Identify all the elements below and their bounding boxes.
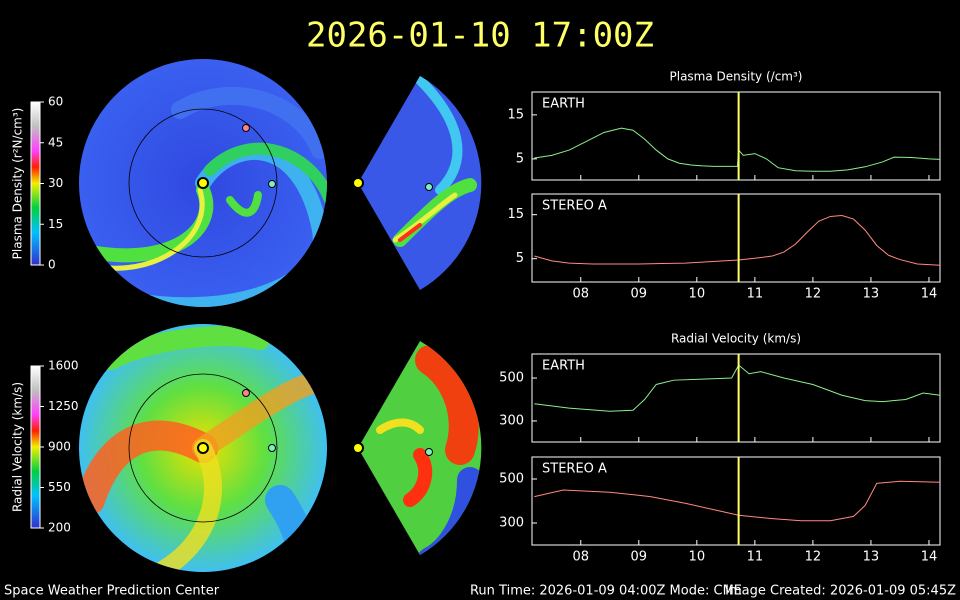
x-tick-label: 09 [631, 287, 648, 302]
y-tick-label: 500 [499, 371, 524, 386]
y-tick-label: 300 [499, 516, 524, 531]
x-tick-label: 14 [921, 550, 938, 565]
x-tick-label: 10 [689, 550, 706, 565]
colorbar-label: Plasma Density (r²N/cm³) [11, 108, 25, 260]
y-tick-label: 500 [499, 472, 524, 487]
x-tick-label: 13 [863, 550, 880, 565]
velocity-wedge [352, 341, 482, 555]
footer-left: Space Weather Prediction Center [4, 584, 220, 599]
colorbar [30, 101, 41, 266]
colorbar-tick-label: 1600 [48, 359, 79, 373]
series-line [534, 127, 941, 172]
colorbar-tick-label: 60 [48, 95, 63, 109]
colorbar-tick-label: 550 [48, 480, 71, 494]
y-tick-label: 300 [499, 413, 524, 428]
colorbar-tick-label: 15 [48, 217, 63, 231]
plot-frame [531, 193, 941, 283]
colorbar-tick-label: 45 [48, 135, 63, 149]
plot-frame [531, 353, 941, 443]
plot-frame [531, 91, 941, 181]
y-tick-label: 5 [516, 151, 524, 166]
panel-label: STEREO A [542, 199, 607, 214]
colorbar-tick-label: 30 [48, 176, 63, 190]
chart-title: Radial Velocity (km/s) [671, 332, 801, 346]
footer-center: Run Time: 2026-01-09 04:00Z Mode: CME [470, 584, 742, 599]
x-tick-label: 09 [631, 550, 648, 565]
colorbar-tick-label: 900 [48, 440, 71, 454]
x-tick-label: 10 [689, 287, 706, 302]
x-tick-label: 11 [747, 287, 764, 302]
footer-right: Image Created: 2026-01-09 05:45Z [725, 584, 956, 599]
panel-label: EARTH [542, 97, 585, 112]
velocity-disk [79, 324, 327, 572]
y-tick-label: 15 [507, 207, 524, 222]
colorbar-tick-label: 200 [48, 521, 71, 535]
colorbar-label: Radial Velocity (km/s) [11, 382, 25, 512]
y-tick-label: 5 [516, 251, 524, 266]
y-tick-label: 15 [507, 107, 524, 122]
colorbar-tick-label: 1250 [48, 399, 79, 413]
x-tick-label: 12 [805, 550, 822, 565]
x-tick-label: 12 [805, 287, 822, 302]
panel-label: STEREO A [542, 462, 607, 477]
x-tick-label: 11 [747, 550, 764, 565]
x-tick-label: 08 [572, 550, 589, 565]
x-tick-label: 13 [863, 287, 880, 302]
chart-title: Plasma Density (/cm³) [670, 70, 803, 84]
plot-frame [531, 456, 941, 546]
series-line [534, 364, 941, 412]
series-line [534, 480, 941, 522]
x-tick-label: 08 [572, 287, 589, 302]
density-disk [79, 59, 327, 307]
panel-label: EARTH [542, 359, 585, 374]
title: 2026-01-10 17:00Z [306, 16, 654, 56]
colorbar-tick-label: 0 [48, 258, 56, 272]
colorbar [30, 365, 41, 529]
series-line [534, 215, 941, 266]
x-tick-label: 14 [921, 287, 938, 302]
density-wedge [352, 76, 482, 290]
